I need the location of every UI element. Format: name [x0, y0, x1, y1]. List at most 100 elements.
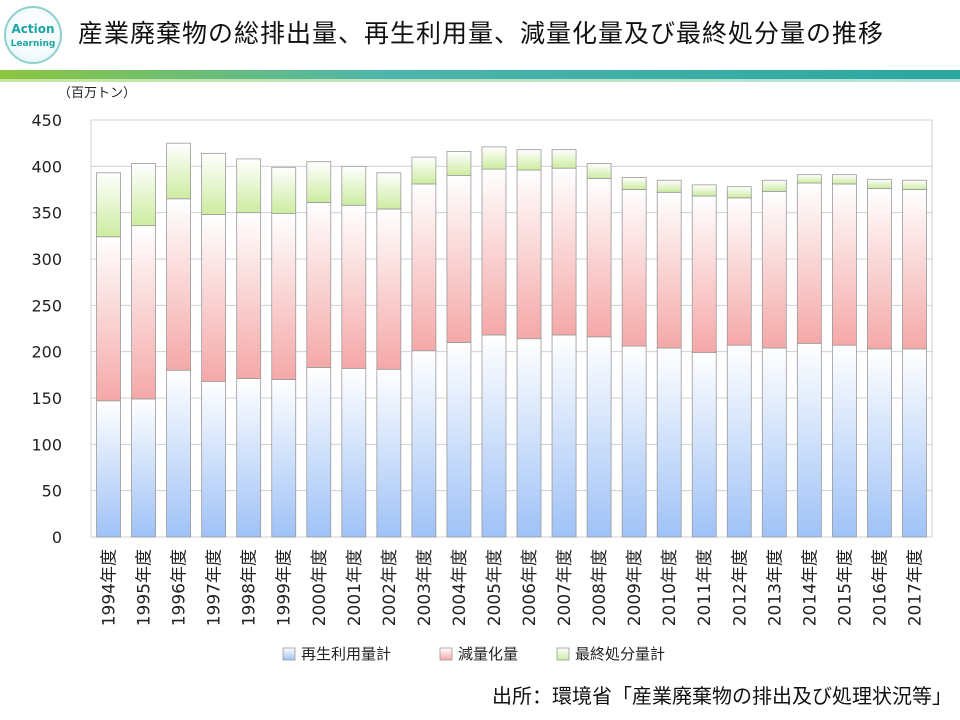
x-tick-label: 2001年度: [345, 549, 365, 626]
bar-segment: [166, 198, 192, 371]
x-tick-label: 2002年度: [380, 549, 400, 626]
page-title: 産業廃棄物の総排出量、再生利用量、減量化量及び最終処分量の推移: [78, 19, 885, 48]
bar-segment: [796, 342, 822, 538]
bar-segment: [411, 183, 437, 352]
bar-segment: [201, 152, 227, 215]
bar-segment: [236, 158, 262, 214]
bar-segment: [831, 344, 857, 538]
bar-segment: [831, 174, 857, 185]
bar-segment: [271, 166, 297, 214]
x-tick-label: 1999年度: [275, 549, 295, 626]
bar-segment: [481, 146, 507, 170]
bar-segment: [761, 190, 787, 349]
bar-segment: [516, 338, 542, 538]
bar-segment: [902, 348, 927, 538]
bar-segment: [691, 352, 717, 538]
bar-segment: [341, 204, 367, 369]
bar-segment: [411, 350, 437, 538]
bar-segment: [446, 175, 472, 343]
y-tick-label: 250: [31, 296, 62, 315]
bar-segment: [867, 178, 892, 189]
header-divider: [0, 70, 960, 79]
x-tick-label: 1996年度: [170, 549, 190, 626]
y-tick-label: 0: [52, 528, 62, 547]
x-tick-label: 2007年度: [555, 549, 575, 626]
y-tick-label: 150: [31, 389, 62, 408]
bar-segment: [902, 189, 927, 350]
bar-segment: [586, 336, 612, 538]
legend-label: 最終処分量計: [575, 645, 665, 663]
source-note: 出所：環境省「産業廃棄物の排出及び処理状況等」: [492, 684, 952, 708]
bar-segment: [691, 195, 717, 353]
bar-segment: [341, 367, 367, 538]
x-tick-label: 1995年度: [135, 549, 155, 626]
y-tick-label: 100: [31, 435, 62, 454]
x-tick-label: 2006年度: [520, 549, 540, 626]
y-tick-label: 400: [31, 157, 62, 176]
legend-swatch: [282, 647, 296, 661]
bar-segment: [796, 174, 822, 184]
x-tick-label: 2014年度: [800, 549, 820, 626]
action-learning-logo: Action Learning: [4, 6, 62, 64]
bar-segment: [481, 168, 507, 336]
y-tick-label: 350: [31, 204, 62, 223]
bar-segment: [341, 165, 367, 206]
bar-segment: [656, 347, 682, 538]
bar-segment: [306, 367, 332, 538]
x-tick-label: 1997年度: [205, 549, 225, 626]
x-tick-label: 2016年度: [870, 549, 890, 626]
bar-segment: [201, 380, 227, 538]
bar-segment: [621, 345, 647, 538]
bar-segment: [376, 368, 402, 538]
bar-segment: [306, 202, 332, 368]
header: Action Learning 産業廃棄物の総排出量、再生利用量、減量化量及び最…: [0, 0, 960, 82]
legend-label: 再生利用量計: [301, 645, 391, 663]
legend-swatch: [556, 647, 570, 661]
x-tick-label: 2008年度: [590, 549, 610, 626]
x-tick-label: 2013年度: [765, 549, 785, 626]
bar-segment: [726, 344, 752, 538]
y-tick-label: 50: [42, 482, 62, 501]
bar-segment: [831, 183, 857, 346]
bar-segment: [551, 334, 577, 538]
x-tick-label: 2003年度: [415, 549, 435, 626]
bar-segment: [656, 191, 682, 349]
bar-segment: [796, 182, 822, 344]
bar-segment: [867, 348, 892, 538]
bar-segment: [131, 398, 156, 538]
bar-segment: [271, 213, 297, 380]
y-tick-label: 300: [31, 250, 62, 269]
bar-segment: [96, 236, 121, 402]
bar-segment: [271, 379, 297, 538]
bar-segment: [236, 378, 262, 538]
bar-segment: [411, 156, 437, 185]
bar-segment: [551, 167, 577, 336]
bar-segment: [96, 400, 121, 538]
legend-swatch: [439, 647, 453, 661]
logo-text-action: Action: [11, 22, 54, 36]
bar-segment: [621, 189, 647, 347]
plot-area: [90, 119, 933, 538]
bar-segment: [551, 149, 577, 169]
bar-segment: [201, 214, 227, 382]
x-tick-label: 2011年度: [695, 549, 715, 626]
x-tick-label: 1994年度: [100, 549, 120, 626]
bar-segment: [376, 172, 402, 210]
bar-segment: [621, 177, 647, 190]
bar-segment: [586, 163, 612, 179]
x-tick-label: 2000年度: [310, 549, 330, 626]
bar-segment: [586, 177, 612, 338]
bar-segment: [236, 212, 262, 379]
bar-segment: [726, 197, 752, 346]
x-tick-label: 2015年度: [835, 549, 855, 626]
bar-segment: [131, 225, 156, 400]
logo-text-learning: Learning: [11, 39, 56, 49]
bar-segment: [656, 179, 682, 193]
bar-segment: [131, 163, 156, 227]
bar-segment: [376, 208, 402, 370]
y-tick-label: 450: [31, 111, 62, 130]
x-tick-label: 2005年度: [485, 549, 505, 626]
y-tick-label: 200: [31, 343, 62, 362]
legend-label: 減量化量: [458, 645, 518, 663]
